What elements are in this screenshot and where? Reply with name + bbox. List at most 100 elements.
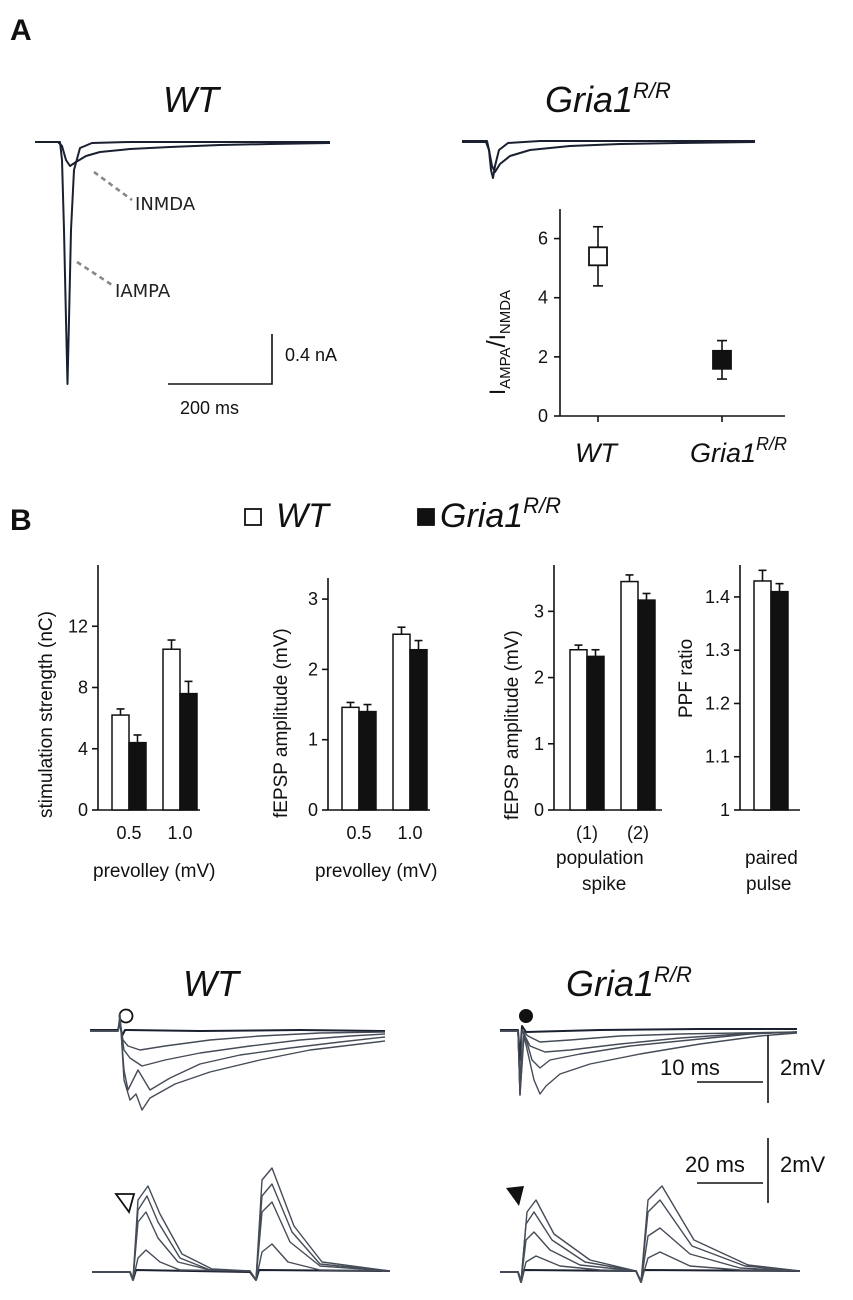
- iampa-label: IAMPA: [115, 281, 171, 302]
- fepsp1-y-label: fEPSP amplitude (mV): [271, 628, 292, 818]
- fepsp-amplitude-prevolley-bar-ko-1: [409, 648, 428, 811]
- legend-wt-swatch: [244, 508, 262, 526]
- ppf-ratio-bar-ko-0: [770, 590, 789, 811]
- ppf-ratio-ytick-label-3: 1.3: [705, 640, 730, 660]
- ratio-x-label-wt: WT: [575, 438, 619, 468]
- wt-stim-marker-open-circle: [118, 1008, 134, 1024]
- fepsp-amplitude-popspike-bar-ko-1: [637, 599, 656, 811]
- pop-x-label-1: population: [556, 848, 644, 869]
- stimulation-strength-chart: 0 4 8 12 0.5 1.0: [68, 565, 200, 843]
- ratio-ytick-label-2: 4: [538, 288, 548, 308]
- fepsp-amplitude-popspike-bar-ko-0: [586, 655, 605, 811]
- fepsp-amplitude-prevolley-xtick-label-0: 0.5: [346, 823, 371, 843]
- panel-a-scale-bar: 0.4 nA 200 ms: [168, 334, 337, 418]
- inmda-label: INMDA: [135, 194, 196, 215]
- iampa-pointer: [76, 260, 113, 287]
- fepsp-amplitude-prevolley-bar-ko-0: [358, 710, 377, 811]
- fepsp-amplitude-popspike-xtick-label-1: (2): [627, 823, 649, 843]
- fepsp-amplitude-prevolley-ytick-label-3: 3: [308, 589, 318, 609]
- scale-time-label: 200 ms: [180, 398, 239, 418]
- stimulation-strength-ytick-label-3: 12: [68, 616, 88, 636]
- ampa-nmda-ratio-chart: 0 2 4 6 IAMPA/INMDA WT Gria1R/R: [481, 209, 787, 468]
- fepsp-amplitude-popspike-xtick-label-0: (1): [576, 823, 598, 843]
- ratio-ytick-label-3: 6: [538, 229, 548, 249]
- fepsp-amplitude-popspike-ytick-label-0: 0: [534, 800, 544, 820]
- scale2-amp: 2mV: [780, 1152, 826, 1177]
- inmda-pointer: [93, 170, 133, 202]
- stim-x-label: prevolley (mV): [93, 861, 215, 882]
- ratio-ytick-label-0: 0: [538, 406, 548, 426]
- stimulation-strength-bar-ko-1: [179, 692, 198, 811]
- fepsp-amplitude-prevolley-bar-wt-1: [392, 633, 411, 811]
- scale1-time: 10 ms: [660, 1055, 720, 1080]
- fepsp-amplitude-popspike-ytick-label-1: 1: [534, 734, 544, 754]
- ppf-ratio-ytick-label-2: 1.2: [705, 693, 730, 713]
- pop-x-label-2: spike: [582, 874, 626, 895]
- traces-ko-title: Gria1R/R: [566, 962, 692, 1004]
- traces-wt-title: WT: [183, 963, 242, 1004]
- fepsp-amplitude-prevolley-chart: 0 1 2 3 0.5 1.0: [308, 578, 430, 843]
- fepsp1-x-label: prevolley (mV): [315, 861, 437, 882]
- stim-y-label: stimulation strength (nC): [36, 611, 57, 818]
- ko-paired-pulse-traces: [500, 1185, 801, 1283]
- scale1-amp: 2mV: [780, 1055, 826, 1080]
- panel-a-letter: A: [10, 14, 32, 47]
- panel-b-letter: B: [10, 504, 32, 537]
- stimulation-strength-bar-wt-1: [162, 648, 181, 811]
- stimulation-strength-bar-ko-0: [128, 741, 147, 811]
- ppf-ratio-ytick-label-1: 1.1: [705, 747, 730, 767]
- stimulation-strength-bar-wt-0: [111, 714, 130, 811]
- ratio-x-label-ko: Gria1R/R: [690, 434, 787, 468]
- wt-arrowhead-open: [114, 1193, 136, 1215]
- fepsp-amplitude-prevolley-xtick-label-1: 1.0: [397, 823, 422, 843]
- legend-ko-swatch: [417, 508, 435, 526]
- ko-stim-marker-filled-circle: [519, 1009, 533, 1023]
- traces-scale-bar-2: 20 ms 2mV: [685, 1138, 826, 1203]
- ppf-ratio-bar-wt-0: [753, 580, 772, 811]
- fepsp-amplitude-prevolley-bar-wt-0: [341, 706, 360, 811]
- ratio-point-0: [588, 246, 608, 267]
- ko-epsc-traces: [462, 140, 756, 179]
- wt-nmda-trace: [35, 141, 331, 167]
- legend-ko-label: Gria1R/R: [440, 493, 561, 535]
- fepsp-amplitude-prevolley-ytick-label-2: 2: [308, 659, 318, 679]
- pp-x-label-2: pulse: [746, 874, 791, 895]
- stimulation-strength-ytick-label-1: 4: [78, 739, 88, 759]
- legend-wt-label: WT: [276, 497, 331, 535]
- stimulation-strength-ytick-label-0: 0: [78, 800, 88, 820]
- fepsp-amplitude-prevolley-ytick-label-1: 1: [308, 730, 318, 750]
- stimulation-strength-xtick-label-1: 1.0: [167, 823, 192, 843]
- ratio-ytick-label-1: 2: [538, 347, 548, 367]
- ko-ampa-trace: [462, 140, 755, 179]
- traces-scale-bar-1: 10 ms 2mV: [660, 1035, 826, 1103]
- fepsp-amplitude-popspike-bar-wt-1: [620, 580, 639, 811]
- wt-fepsp-traces: [90, 1013, 386, 1111]
- wt-epsc-traces: [35, 141, 331, 385]
- pp-x-label-1: paired: [745, 848, 798, 869]
- wt-paired-pulse-traces: [92, 1167, 391, 1281]
- fepsp-amplitude-popspike-ytick-label-2: 2: [534, 668, 544, 688]
- fepsp-amplitude-popspike-chart: 0 1 2 3 (1) (2): [534, 565, 662, 843]
- ratio-point-1: [712, 349, 732, 370]
- ko-arrowhead-filled: [506, 1186, 524, 1206]
- panel-b-legend: WT Gria1R/R: [244, 493, 561, 535]
- wt-ampa-trace: [35, 141, 330, 385]
- ppf-y-label: PPF ratio: [676, 639, 697, 718]
- ko-fepsp-traces: [500, 1025, 798, 1096]
- panel-a-wt-title: WT: [163, 79, 222, 120]
- scale2-time: 20 ms: [685, 1152, 745, 1177]
- ppf-ratio-ytick-label-0: 1: [720, 800, 730, 820]
- ppf-ratio-chart: 1 1.1 1.2 1.3 1.4: [705, 565, 800, 820]
- ppf-ratio-ytick-label-4: 1.4: [705, 587, 730, 607]
- stimulation-strength-xtick-label-0: 0.5: [116, 823, 141, 843]
- fepsp-amplitude-prevolley-ytick-label-0: 0: [308, 800, 318, 820]
- fepsp-amplitude-popspike-bar-wt-0: [569, 649, 588, 811]
- fepsp2-y-label: fEPSP amplitude (mV): [502, 630, 523, 820]
- panel-a-ko-title: Gria1R/R: [545, 78, 671, 120]
- fepsp-amplitude-popspike-ytick-label-3: 3: [534, 601, 544, 621]
- stimulation-strength-ytick-label-2: 8: [78, 678, 88, 698]
- ratio-y-label: IAMPA/INMDA: [481, 290, 514, 395]
- ko-nmda-trace: [462, 141, 756, 173]
